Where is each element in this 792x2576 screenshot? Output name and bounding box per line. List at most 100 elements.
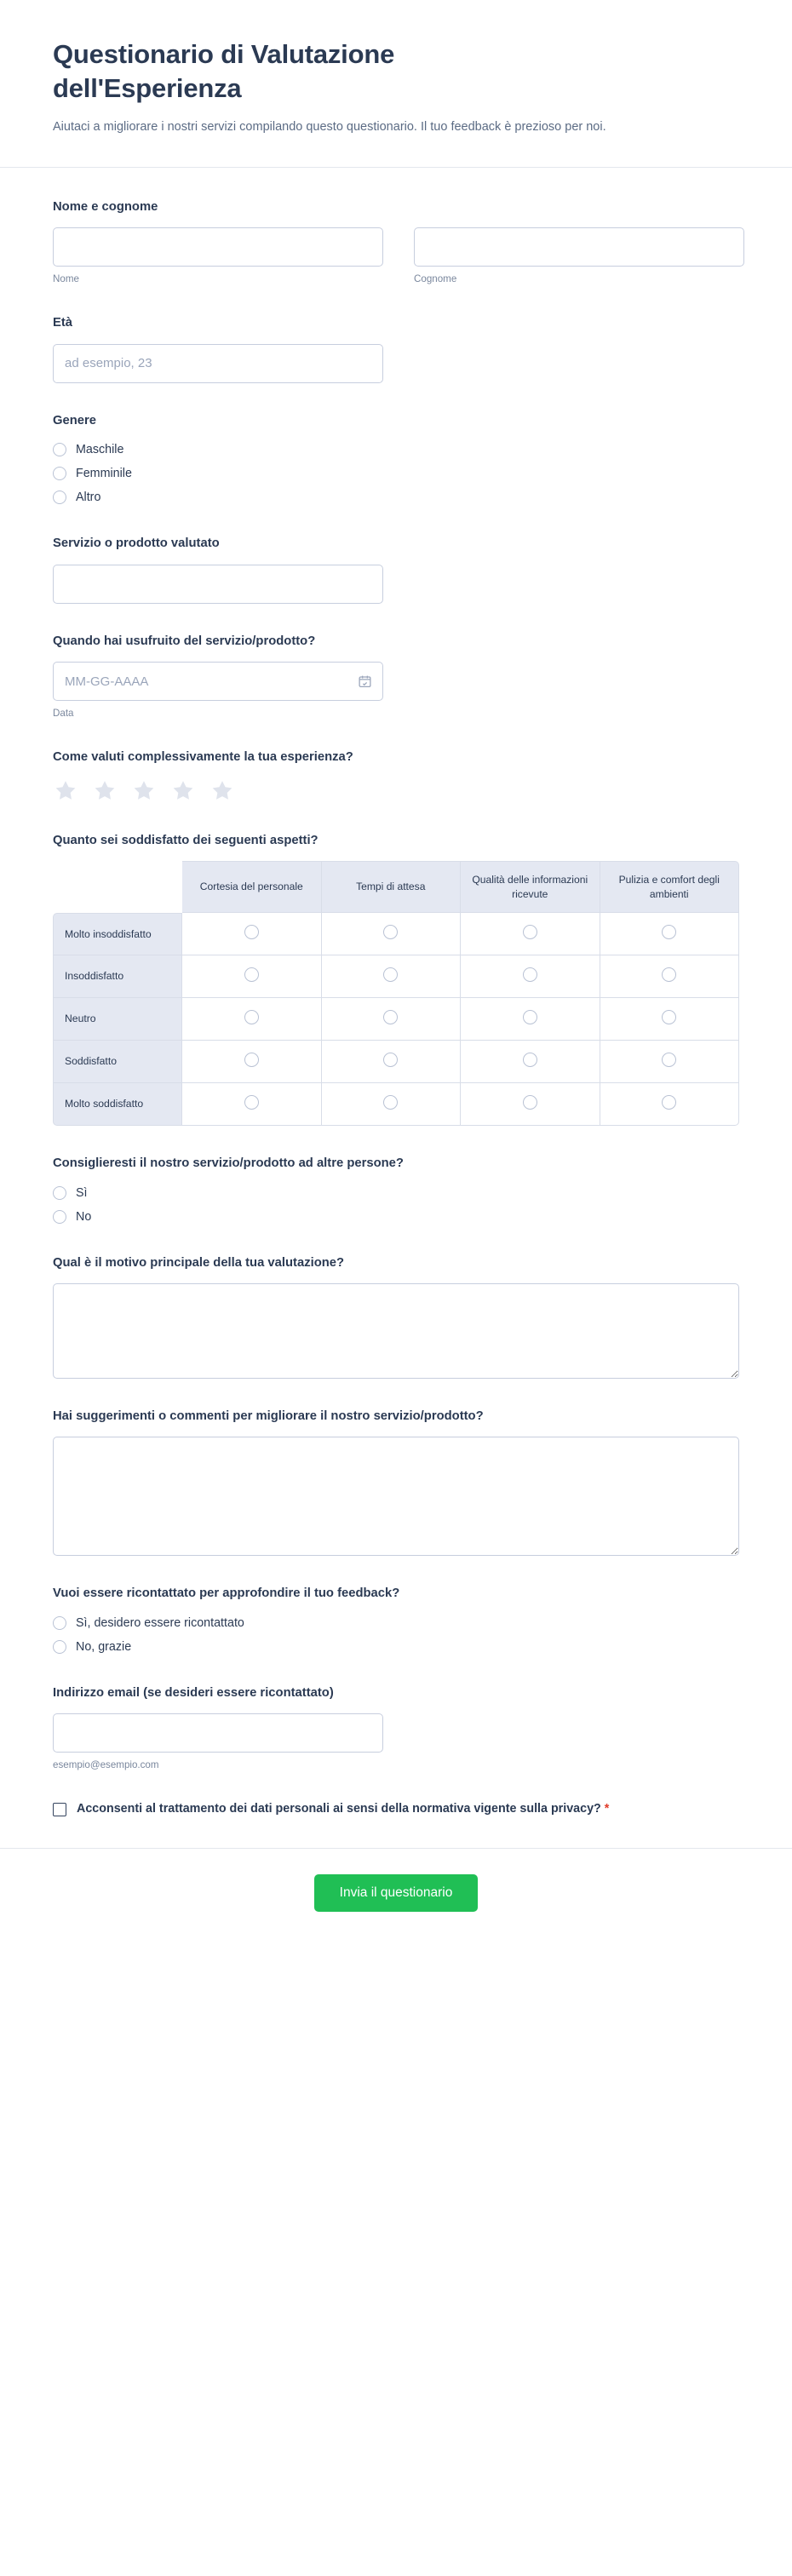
radio-icon[interactable] bbox=[244, 924, 259, 939]
field-gender: Genere Maschile Femminile Altro bbox=[53, 412, 739, 507]
radio-icon[interactable] bbox=[522, 1094, 537, 1110]
radio-icon[interactable] bbox=[53, 1615, 66, 1630]
gender-radio-group: Maschile Femminile Altro bbox=[53, 441, 739, 506]
satisfaction-matrix-table: Cortesia del personale Tempi di attesa Q… bbox=[53, 861, 739, 1127]
radio-icon[interactable] bbox=[383, 924, 399, 939]
form-header: Questionario di Valutazione dell'Esperie… bbox=[0, 0, 792, 168]
last-name-input[interactable] bbox=[414, 227, 744, 267]
matrix-col-header: Tempi di attesa bbox=[321, 861, 461, 914]
star-icon[interactable] bbox=[170, 778, 196, 803]
suggestions-textarea[interactable] bbox=[53, 1437, 739, 1557]
matrix-cell[interactable] bbox=[182, 1041, 322, 1084]
matrix-cell[interactable] bbox=[321, 955, 461, 999]
gender-option-femminile[interactable]: Femminile bbox=[53, 465, 739, 482]
matrix-cell[interactable] bbox=[600, 1041, 739, 1084]
radio-icon[interactable] bbox=[53, 1639, 66, 1654]
radio-icon[interactable] bbox=[522, 1009, 537, 1024]
date-label: Quando hai usufruito del servizio/prodot… bbox=[53, 634, 316, 648]
matrix-cell[interactable] bbox=[182, 998, 322, 1041]
reason-textarea[interactable] bbox=[53, 1282, 739, 1379]
field-recommend: Consiglieresti il nostro servizio/prodot… bbox=[53, 1155, 739, 1225]
matrix-corner-cell bbox=[53, 861, 182, 913]
matrix-cell[interactable] bbox=[600, 1083, 739, 1127]
radio-icon[interactable] bbox=[53, 467, 66, 481]
date-input-wrapper bbox=[53, 662, 383, 702]
reason-label: Qual è il motivo principale della tua va… bbox=[53, 1255, 345, 1270]
radio-icon[interactable] bbox=[383, 1009, 399, 1024]
radio-icon[interactable] bbox=[662, 924, 677, 939]
gender-option-altro[interactable]: Altro bbox=[53, 489, 739, 506]
field-reason: Qual è il motivo principale della tua va… bbox=[53, 1254, 739, 1379]
radio-icon[interactable] bbox=[383, 1094, 399, 1110]
matrix-cell[interactable] bbox=[600, 913, 739, 956]
recontact-option-yes[interactable]: Sì, desidero essere ricontattato bbox=[53, 1615, 739, 1632]
field-service: Servizio o prodotto valutato bbox=[53, 535, 739, 604]
date-input[interactable] bbox=[53, 662, 383, 702]
star-icon[interactable] bbox=[92, 778, 118, 803]
matrix-cell[interactable] bbox=[182, 1083, 322, 1127]
radio-icon[interactable] bbox=[662, 1009, 677, 1024]
age-label: Età bbox=[53, 316, 73, 330]
checkbox-icon[interactable] bbox=[53, 1803, 66, 1817]
recommend-label: Consiglieresti il nostro servizio/prodot… bbox=[53, 1156, 404, 1171]
radio-icon[interactable] bbox=[53, 443, 66, 457]
required-asterisk: * bbox=[604, 1802, 610, 1816]
service-input[interactable] bbox=[53, 564, 383, 604]
radio-icon[interactable] bbox=[244, 967, 259, 982]
star-icon[interactable] bbox=[131, 778, 157, 803]
matrix-cell[interactable] bbox=[461, 1083, 600, 1127]
star-icon[interactable] bbox=[53, 778, 78, 803]
matrix-cell[interactable] bbox=[321, 1083, 461, 1127]
matrix-cell[interactable] bbox=[182, 913, 322, 956]
recommend-option-label: No bbox=[76, 1209, 92, 1224]
matrix-cell[interactable] bbox=[461, 913, 600, 956]
recontact-radio-group: Sì, desidero essere ricontattato No, gra… bbox=[53, 1615, 739, 1655]
matrix-cell[interactable] bbox=[321, 1041, 461, 1084]
matrix-cell[interactable] bbox=[600, 998, 739, 1041]
radio-icon[interactable] bbox=[244, 1094, 259, 1110]
recommend-option-no[interactable]: No bbox=[53, 1208, 739, 1225]
radio-icon[interactable] bbox=[383, 967, 399, 982]
matrix-row: Neutro bbox=[53, 998, 739, 1041]
matrix-cell[interactable] bbox=[461, 998, 600, 1041]
matrix-body: Molto insoddisfatto Insoddisfatto bbox=[53, 913, 739, 1127]
star-icon[interactable] bbox=[209, 778, 235, 803]
radio-icon[interactable] bbox=[53, 1185, 66, 1200]
radio-icon[interactable] bbox=[244, 1009, 259, 1024]
gender-option-maschile[interactable]: Maschile bbox=[53, 441, 739, 458]
email-field[interactable] bbox=[53, 1713, 383, 1753]
matrix-col-header: Qualità delle informazioni ricevute bbox=[461, 861, 600, 914]
matrix-cell[interactable] bbox=[321, 998, 461, 1041]
matrix-cell[interactable] bbox=[182, 955, 322, 999]
matrix-table-wrapper: Cortesia del personale Tempi di attesa Q… bbox=[53, 861, 739, 1127]
age-input[interactable] bbox=[53, 343, 383, 383]
rating-label: Come valuti complessivamente la tua espe… bbox=[53, 750, 353, 765]
matrix-cell[interactable] bbox=[600, 955, 739, 999]
radio-icon[interactable] bbox=[662, 967, 677, 982]
last-name-sublabel: Cognome bbox=[414, 273, 457, 285]
radio-icon[interactable] bbox=[522, 967, 537, 982]
radio-icon[interactable] bbox=[522, 924, 537, 939]
matrix-row-label: Soddisfatto bbox=[53, 1041, 182, 1084]
submit-button[interactable]: Invia il questionario bbox=[313, 1874, 479, 1912]
matrix-cell[interactable] bbox=[461, 1041, 600, 1084]
gender-label: Genere bbox=[53, 413, 96, 427]
first-name-sublabel: Nome bbox=[53, 273, 79, 285]
privacy-checkbox-row[interactable]: Acconsenti al trattamento dei dati perso… bbox=[53, 1800, 649, 1819]
radio-icon[interactable] bbox=[53, 491, 66, 505]
matrix-cell[interactable] bbox=[461, 955, 600, 999]
first-name-input[interactable] bbox=[53, 227, 383, 267]
recommend-option-label: Sì bbox=[76, 1185, 88, 1200]
recontact-option-no[interactable]: No, grazie bbox=[53, 1638, 739, 1655]
radio-icon[interactable] bbox=[662, 1094, 677, 1110]
radio-icon[interactable] bbox=[244, 1052, 259, 1067]
recommend-option-si[interactable]: Sì bbox=[53, 1185, 739, 1202]
radio-icon[interactable] bbox=[383, 1052, 399, 1067]
radio-icon[interactable] bbox=[53, 1209, 66, 1224]
matrix-cell[interactable] bbox=[321, 913, 461, 956]
field-rating: Come valuti complessivamente la tua espe… bbox=[53, 749, 739, 802]
radio-icon[interactable] bbox=[522, 1052, 537, 1067]
form-footer: Invia il questionario bbox=[0, 1848, 792, 1948]
radio-icon[interactable] bbox=[662, 1052, 677, 1067]
